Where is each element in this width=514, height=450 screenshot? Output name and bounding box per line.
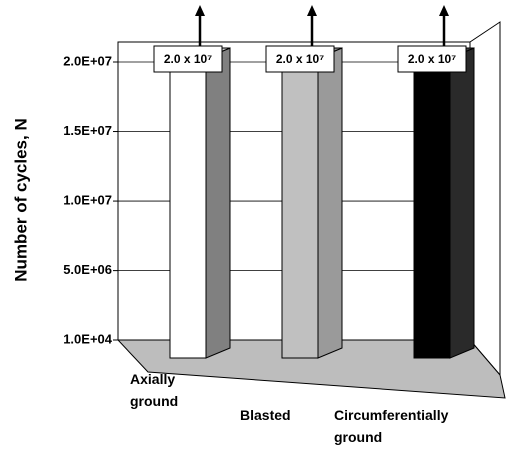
- value-label-box: [153, 45, 223, 73]
- bar: [413, 47, 475, 359]
- arrow-head: [195, 5, 205, 16]
- bar-side: [317, 47, 343, 359]
- arrow-head: [439, 5, 449, 16]
- y-axis-title: Number of cycles, N: [11, 118, 30, 281]
- bar-side: [449, 47, 475, 359]
- bar-front: [413, 57, 451, 359]
- arrow-head: [307, 5, 317, 16]
- value-label: 2.0 x 10⁷: [164, 52, 212, 66]
- bar-side: [205, 47, 231, 359]
- value-label-box: [265, 45, 335, 73]
- bar: [169, 47, 231, 359]
- y-tick-label: 2.0E+07: [63, 53, 112, 68]
- value-label-box: [397, 45, 467, 73]
- value-label: 2.0 x 10⁷: [408, 52, 456, 66]
- value-label: 2.0 x 10⁷: [276, 52, 324, 66]
- y-tick-label: 1.0E+04: [63, 331, 113, 346]
- bar: [281, 47, 343, 359]
- y-tick-label: 1.0E+07: [63, 193, 112, 208]
- bar-front: [281, 57, 319, 359]
- bar-front: [169, 57, 207, 359]
- y-tick-label: 5.0E+06: [63, 262, 112, 277]
- y-tick-label: 1.5E+07: [63, 123, 112, 138]
- x-tick-label: Blasted: [240, 407, 291, 423]
- x-tick-label: Circumferentially ground: [334, 407, 449, 445]
- x-tick-label: Axially ground: [130, 371, 179, 409]
